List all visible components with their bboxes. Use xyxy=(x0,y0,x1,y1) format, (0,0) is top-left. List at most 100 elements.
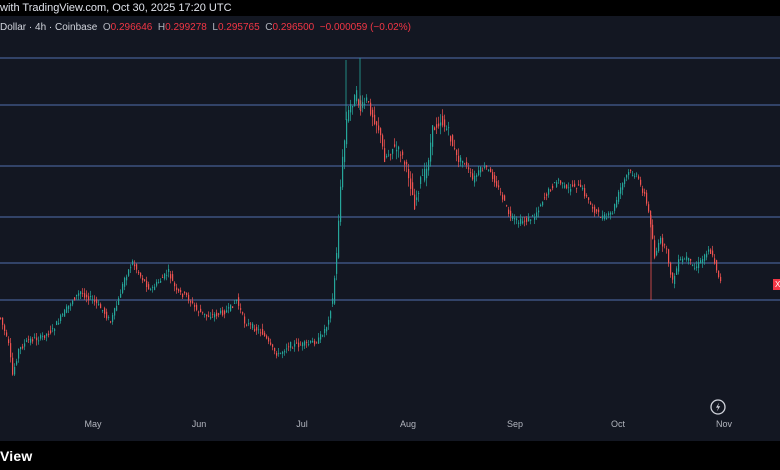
candle-body xyxy=(162,277,164,278)
candle-body xyxy=(642,188,644,193)
candle-body xyxy=(570,189,572,192)
candle-body xyxy=(4,325,6,331)
candle-body xyxy=(214,314,216,318)
candle-body xyxy=(534,216,536,220)
footer-bar: View xyxy=(0,441,780,470)
candle-body xyxy=(434,127,436,131)
candle-body xyxy=(384,148,386,162)
candle-body xyxy=(406,162,408,165)
candle-body xyxy=(328,319,330,325)
open-label: O xyxy=(102,22,111,33)
candle-body xyxy=(476,175,478,177)
candle-body xyxy=(208,315,210,317)
candle-body xyxy=(28,339,30,341)
candle-body xyxy=(168,269,170,272)
candle-body xyxy=(264,332,266,337)
candle-body xyxy=(430,142,432,162)
candle-body xyxy=(94,300,96,302)
candle-body xyxy=(124,278,126,287)
candle-body xyxy=(612,213,614,215)
candle-body xyxy=(488,169,490,171)
candle-body xyxy=(554,182,556,184)
chart-header: with TradingView.com, Oct 30, 2025 17:20… xyxy=(0,0,780,16)
candle-body xyxy=(138,271,140,274)
price-chart[interactable]: May Jun Jul Aug Sep Oct Nov xyxy=(0,16,780,441)
high-value: 0.299278 xyxy=(165,22,207,33)
candle-body xyxy=(200,308,202,313)
candle-body xyxy=(282,351,284,354)
candle-body xyxy=(672,272,674,280)
candle-body xyxy=(422,175,424,176)
candle-body xyxy=(662,237,664,247)
candle-body xyxy=(36,337,38,341)
candle-body xyxy=(694,267,696,269)
candle-body xyxy=(38,340,40,342)
candle-body xyxy=(580,184,582,188)
candle-body xyxy=(408,169,410,179)
candle-body xyxy=(258,329,260,331)
candle-body xyxy=(86,294,88,298)
candle-body xyxy=(212,314,214,315)
candle-body xyxy=(588,197,590,200)
candle-body xyxy=(190,301,192,303)
candle-body xyxy=(326,327,328,332)
candle-body xyxy=(468,167,470,170)
candle-body xyxy=(512,216,514,219)
candle-body xyxy=(346,119,348,145)
tradingview-logo-icon[interactable] xyxy=(710,399,726,415)
candle-body xyxy=(508,209,510,214)
candle-body xyxy=(696,266,698,268)
x-axis: May Jun Jul Aug Sep Oct Nov xyxy=(84,419,732,429)
candle-body xyxy=(244,316,246,324)
candle-body xyxy=(636,173,638,175)
candle-body xyxy=(552,185,554,189)
candle-body xyxy=(572,184,574,187)
candle-body xyxy=(228,307,230,309)
candle-body xyxy=(146,280,148,287)
x-axis-label: Oct xyxy=(611,419,626,429)
candle-body xyxy=(392,149,394,154)
candle-body xyxy=(542,201,544,206)
candle-body xyxy=(376,121,378,126)
candle-body xyxy=(150,289,152,290)
candle-body xyxy=(230,304,232,311)
candle-body xyxy=(462,160,464,163)
candle-body xyxy=(174,282,176,287)
candle-body xyxy=(648,204,650,212)
candle-body xyxy=(250,323,252,325)
candle-body xyxy=(492,172,494,180)
candle-body xyxy=(404,161,406,165)
candle-body xyxy=(456,149,458,156)
candle-body xyxy=(324,329,326,334)
candle-body xyxy=(402,151,404,156)
candle-body xyxy=(358,99,360,106)
candle-body xyxy=(348,110,350,122)
candle-body xyxy=(152,287,154,288)
candle-body xyxy=(356,90,358,102)
candle-body xyxy=(578,184,580,186)
candle-body xyxy=(576,187,578,189)
candle-body xyxy=(160,281,162,283)
candle-body xyxy=(20,347,22,350)
candle-body xyxy=(246,324,248,326)
candle-body xyxy=(126,276,128,281)
candle-body xyxy=(232,306,234,308)
candle-body xyxy=(142,278,144,281)
candle-body xyxy=(382,135,384,147)
candle-body xyxy=(14,367,16,375)
candle-body xyxy=(640,179,642,185)
candle-body xyxy=(452,135,454,146)
candle-body xyxy=(390,154,392,156)
candle-body xyxy=(530,219,532,221)
candle-body xyxy=(370,102,372,115)
candle-body xyxy=(536,212,538,217)
candle-body xyxy=(134,264,136,267)
candle-body xyxy=(40,335,42,339)
candle-body xyxy=(660,237,662,244)
candle-body xyxy=(120,294,122,298)
x-axis-label: Jul xyxy=(296,419,308,429)
candle-body xyxy=(354,95,356,107)
candle-body xyxy=(618,191,620,202)
candle-body xyxy=(108,317,110,318)
candle-body xyxy=(446,128,448,130)
